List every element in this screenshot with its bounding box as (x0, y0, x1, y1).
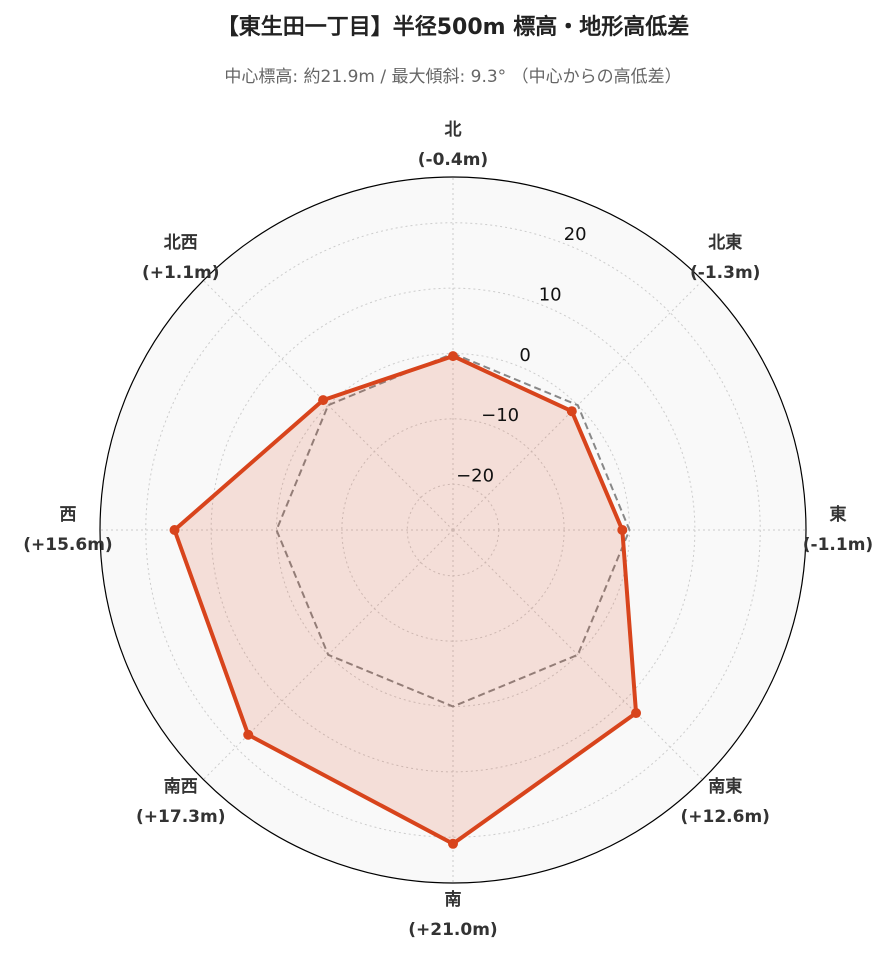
r-tick-label: 10 (539, 284, 562, 305)
radar-point (169, 525, 180, 535)
radar-point (448, 838, 458, 849)
category-label: 北西 (164, 233, 198, 253)
outer-circle (99, 176, 807, 884)
radar-point (566, 406, 577, 417)
r-tick-label: 20 (564, 224, 587, 245)
category-label: 南西 (164, 776, 198, 797)
chart-title: 【東生田一丁目】半径500m 標高・地形高低差 (217, 14, 690, 40)
value-label: (+12.6m) (681, 807, 770, 827)
category-label: 東 (830, 504, 847, 525)
grid-spoke (203, 280, 454, 531)
value-label: (-1.1m) (803, 535, 873, 555)
value-label: (+21.0m) (408, 920, 497, 940)
value-label: (-0.4m) (418, 150, 488, 170)
category-label: 北東 (708, 232, 742, 253)
value-label: (+17.3m) (136, 807, 225, 827)
grid-spoke (452, 529, 703, 780)
category-label: 西 (60, 505, 77, 525)
radar-point (448, 351, 458, 362)
radar-point (318, 395, 329, 406)
radar-point (617, 525, 628, 535)
value-label: (+15.6m) (23, 535, 112, 555)
chart-subtitle: 中心標高: 約21.9m / 最大傾斜: 9.3° （中心からの高低差） (224, 67, 681, 87)
grid-circle (145, 222, 761, 838)
r-tick-label: −20 (456, 466, 494, 487)
r-tick-label: −10 (481, 405, 519, 426)
category-label: 北 (445, 120, 462, 140)
category-label: 南 (445, 889, 462, 910)
zero-reference (275, 352, 631, 708)
category-label: 南東 (708, 776, 742, 797)
r-tick-label: 0 (519, 345, 530, 366)
radar-point (631, 708, 642, 719)
value-label: (+1.1m) (142, 263, 220, 283)
value-label: (-1.3m) (690, 263, 760, 283)
radar-point (243, 729, 254, 740)
